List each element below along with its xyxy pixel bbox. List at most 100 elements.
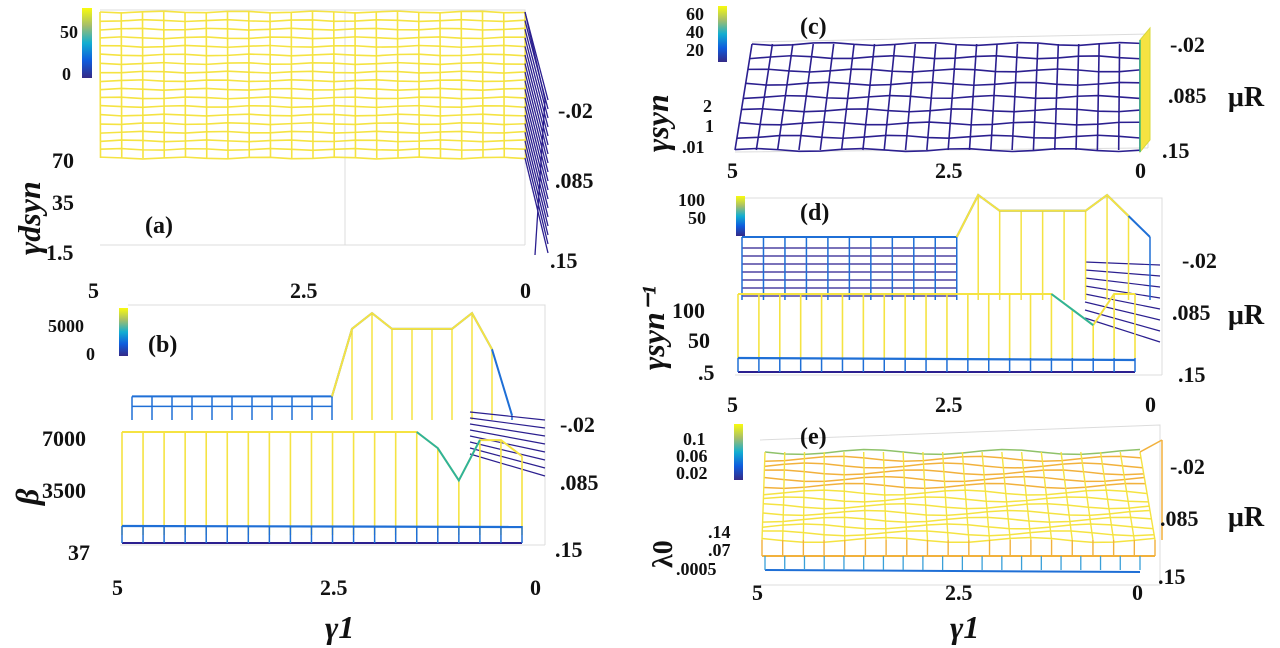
mesh-col: [1020, 451, 1032, 541]
mesh-drop: [534, 99, 546, 256]
mesh-row: [762, 523, 1153, 530]
mesh-col: [1001, 451, 1011, 541]
panel-e-y-tick: .15: [1158, 564, 1186, 589]
mesh-row: [764, 455, 1142, 462]
panel-b-y-tick: -.02: [560, 412, 595, 437]
mesh-drop: [524, 132, 549, 227]
panel-d-x-tick: 2.5: [935, 392, 963, 417]
mesh-row: [743, 94, 1141, 100]
mesh-wing: [469, 453, 546, 477]
mesh-row: [1050, 293, 1094, 327]
panel-b-box: [120, 304, 546, 546]
panel-e-colorbar-tick: 0.06: [676, 446, 708, 466]
panel-b-x-tick: 5: [112, 575, 123, 600]
mesh-drop: [524, 123, 549, 218]
mesh-col: [781, 451, 786, 541]
panel-d-y-title: μR: [1228, 300, 1265, 331]
mesh-col: [862, 43, 876, 151]
panel-b-colorbar: [119, 308, 128, 356]
mesh-row: [99, 44, 526, 49]
mesh-col: [162, 11, 166, 159]
mesh-row: [751, 41, 1141, 47]
mesh-wing: [469, 429, 546, 445]
mesh-col: [269, 11, 272, 159]
mesh-row: [99, 27, 526, 31]
panel-d-colorbar-tick: 50: [688, 208, 706, 228]
mesh-col: [311, 11, 314, 159]
panel-e-z-title: λ0: [648, 540, 679, 568]
mesh-col: [734, 43, 753, 151]
panel-c-label: (c): [800, 14, 827, 40]
mesh-col: [941, 451, 949, 541]
mesh-row: [763, 482, 1146, 490]
mesh-row: [739, 121, 1141, 126]
panel-a-x-tick: 5: [88, 278, 99, 303]
mesh-col: [968, 43, 978, 151]
mesh-col: [1075, 43, 1080, 151]
panel-a-z-tick: 35: [52, 190, 74, 215]
panel-d-y-tick: .085: [1172, 300, 1211, 325]
mesh-row: [331, 311, 493, 397]
mesh-col: [1099, 451, 1115, 541]
panel-e-z-tick: .0005: [676, 559, 717, 579]
panel-a-box: [100, 9, 526, 246]
panel-c-z-title: γsyn: [639, 94, 675, 152]
panel-b-z-tick: 3500: [42, 478, 86, 503]
mesh-row: [762, 509, 1151, 517]
panel-e-y-tick: -.02: [1170, 454, 1205, 479]
mesh-col: [1032, 43, 1039, 151]
mesh-row: [764, 462, 1143, 469]
mesh-row: [99, 147, 526, 152]
mesh-col: [354, 11, 357, 159]
mesh-col: [961, 451, 970, 541]
mesh-col: [883, 43, 896, 151]
panel-d-x-tick: 5: [727, 392, 738, 417]
panel-a-y-tick: .15: [550, 248, 578, 273]
panel-e-x-tick: 5: [752, 580, 763, 605]
panel-b-y-tick: .15: [555, 537, 583, 562]
mesh-wing: [1084, 317, 1161, 343]
mesh-col: [332, 11, 336, 159]
mesh-drop: [524, 140, 549, 236]
mesh-col: [843, 451, 846, 541]
mesh-col: [1060, 451, 1073, 541]
mesh-col: [1119, 451, 1136, 541]
panel-e-y-title: μR: [1228, 502, 1265, 533]
mesh-wing: [1084, 309, 1161, 332]
mesh-col: [396, 11, 399, 159]
mesh-row: [737, 356, 1136, 362]
mesh-wing: [1084, 301, 1161, 321]
panel-a-z-title: γdsyn: [11, 181, 47, 255]
panel-c-x-tick: 2.5: [935, 158, 963, 183]
mesh-drop: [524, 11, 546, 101]
mesh-col: [882, 451, 887, 541]
mesh-row: [99, 104, 526, 109]
mesh-drop: [524, 157, 549, 254]
mesh-row: [99, 61, 526, 66]
mesh-row: [121, 524, 523, 529]
panel-b-colorbar-tick: 0: [86, 344, 95, 364]
mesh-drop: [524, 89, 549, 182]
mesh-col: [755, 43, 774, 151]
mesh-col: [439, 11, 442, 159]
mesh-edge: [1139, 439, 1163, 453]
panel-b-x-tick: 2.5: [320, 575, 348, 600]
mesh-row: [747, 68, 1141, 73]
panel-e-label: (e): [800, 424, 827, 450]
panel-c-y-title: μR: [1228, 82, 1265, 113]
mesh-col: [926, 43, 937, 151]
panel-e-surface: [761, 439, 1163, 573]
mesh-col: [141, 11, 144, 159]
mesh-col: [417, 11, 421, 159]
mesh-col: [922, 451, 929, 541]
mesh-col: [226, 11, 229, 159]
mesh-row: [763, 489, 1148, 496]
mesh-row: [762, 530, 1154, 537]
panel-b-label: (b): [148, 332, 177, 358]
mesh-row: [99, 156, 526, 160]
mesh-row: [741, 108, 1141, 113]
mesh-drop: [524, 106, 549, 200]
panel-a-label: (a): [145, 213, 173, 239]
mesh-col: [904, 43, 917, 151]
